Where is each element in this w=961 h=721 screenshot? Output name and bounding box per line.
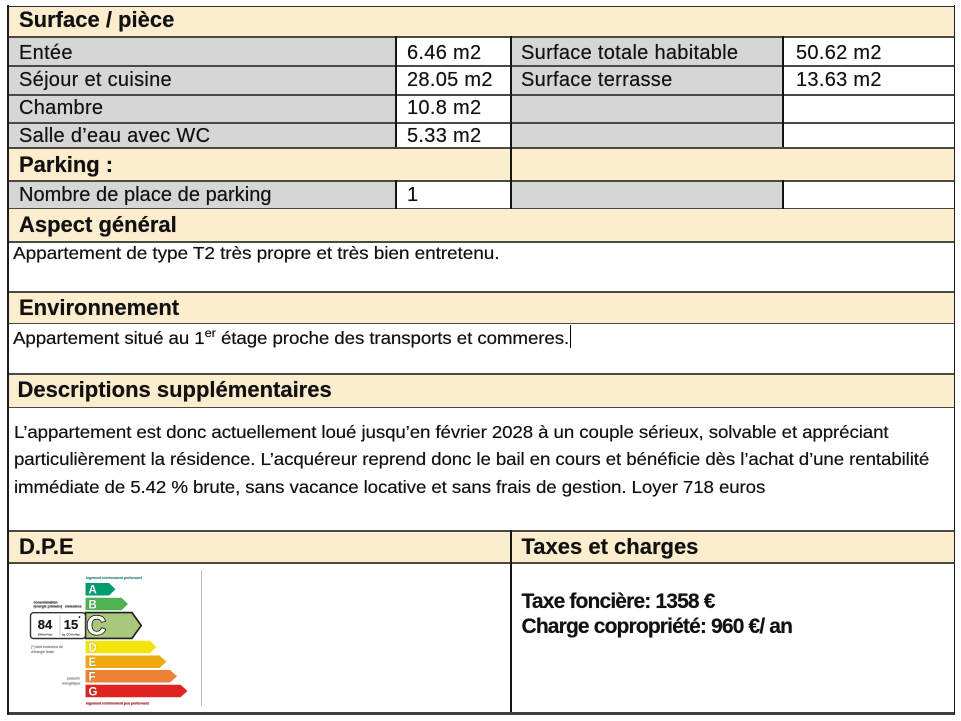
svg-text:*: * bbox=[79, 616, 81, 622]
svg-text:C: C bbox=[87, 611, 107, 641]
svg-text:A: A bbox=[89, 585, 97, 597]
svg-text:15: 15 bbox=[64, 617, 78, 632]
svg-text:kWh/m²/an: kWh/m²/an bbox=[38, 633, 53, 637]
svg-text:consommation: consommation bbox=[34, 601, 58, 605]
svg-text:G: G bbox=[89, 686, 98, 698]
svg-text:kg CO²/m²/an: kg CO²/m²/an bbox=[62, 633, 80, 637]
svg-text:énergétique: énergétique bbox=[62, 682, 80, 686]
svg-text:(énergie primaire): (énergie primaire) bbox=[34, 605, 63, 609]
svg-text:passoire: passoire bbox=[67, 677, 80, 681]
svg-text:logement extrêmement peu perfo: logement extrêmement peu performant bbox=[86, 702, 150, 706]
svg-text:(*) dont émissions de: (*) dont émissions de bbox=[31, 645, 63, 649]
svg-text:d’énergie finale: d’énergie finale bbox=[31, 650, 54, 654]
svg-text:émissions: émissions bbox=[65, 605, 82, 609]
svg-text:E: E bbox=[89, 657, 97, 669]
svg-text:B: B bbox=[89, 599, 97, 611]
svg-text:84: 84 bbox=[38, 617, 53, 632]
svg-text:logement extrêmement performan: logement extrêmement performant bbox=[86, 576, 143, 580]
svg-text:D: D bbox=[89, 642, 97, 654]
svg-text:F: F bbox=[89, 672, 96, 684]
